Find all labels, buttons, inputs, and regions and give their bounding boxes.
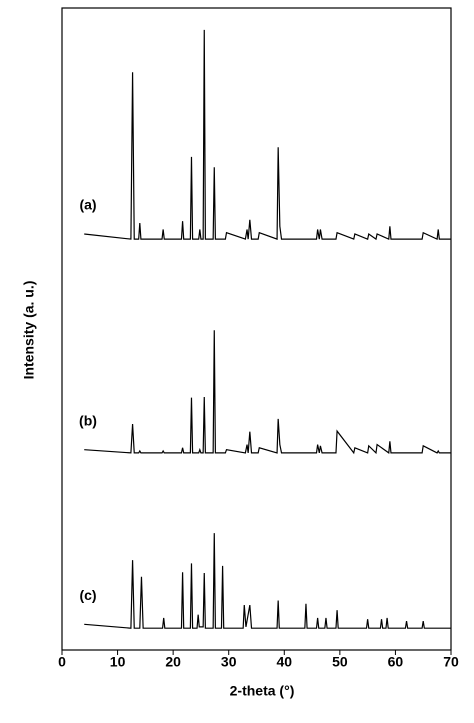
x-tick-label: 40 xyxy=(276,654,292,670)
pattern-line xyxy=(84,330,451,455)
y-axis-label: Intensity (a. u.) xyxy=(21,281,37,380)
pattern-label: (b) xyxy=(79,412,97,428)
pattern-label: (c) xyxy=(79,587,96,603)
pattern-label: (a) xyxy=(79,197,96,213)
x-tick-label: 70 xyxy=(443,654,459,670)
x-tick-label: 10 xyxy=(110,654,126,670)
pattern-line xyxy=(84,533,451,629)
x-tick-label: 60 xyxy=(388,654,404,670)
pattern-line xyxy=(84,29,451,241)
x-tick-label: 0 xyxy=(58,654,66,670)
x-tick-label: 50 xyxy=(332,654,348,670)
x-tick-label: 20 xyxy=(165,654,181,670)
x-tick-label: 30 xyxy=(221,654,237,670)
plot-frame xyxy=(61,7,452,651)
x-axis-label: 2-theta (°) xyxy=(230,683,295,699)
